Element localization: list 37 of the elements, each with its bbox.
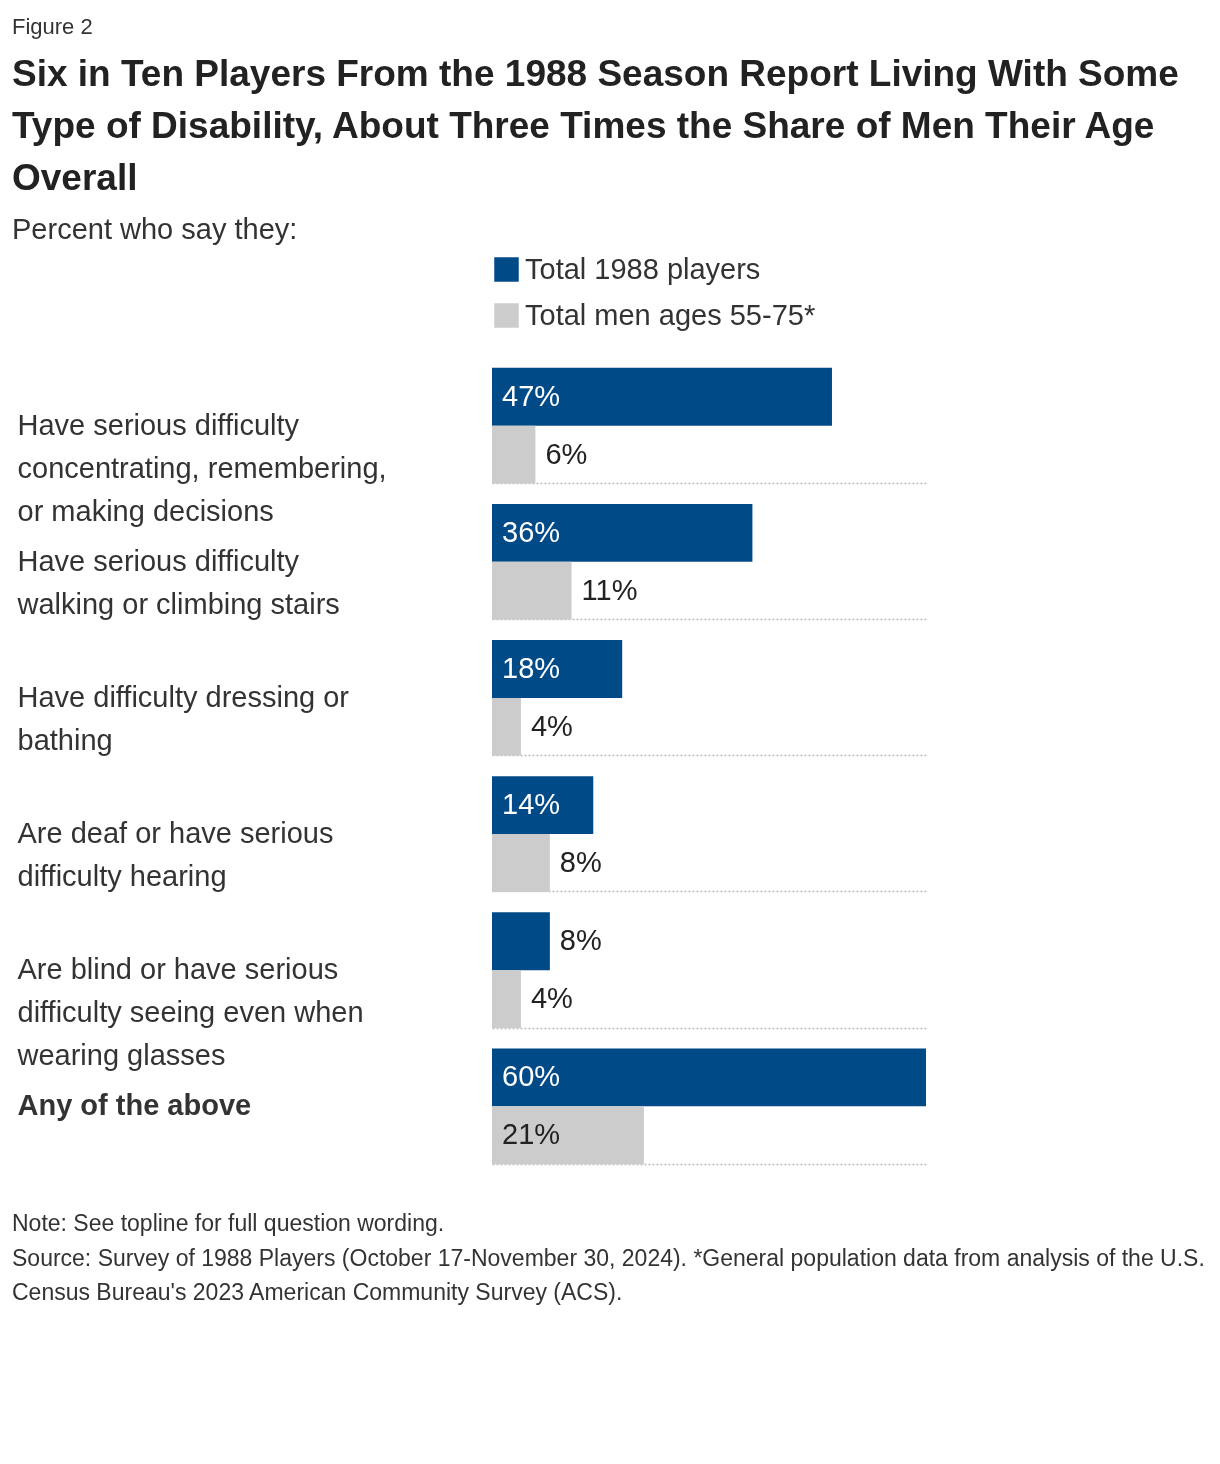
bar — [492, 1106, 644, 1165]
data-label: 4% — [530, 982, 573, 1015]
text: Percent who say they: — [12, 213, 299, 247]
data-label: 21% — [502, 1118, 561, 1151]
y-tick-label: Have serious difficulty concentrating, remembering, or making decisions — [17, 409, 387, 528]
legend-label: Total 1988 players — [525, 252, 761, 285]
data-label: 8% — [559, 846, 602, 879]
data-label: 4% — [530, 710, 573, 743]
caption: Figure 2 — [12, 14, 94, 40]
y-tick-label: Have difficulty dressing or bathing — [17, 681, 350, 757]
bar — [492, 562, 572, 621]
data-label: 14% — [502, 788, 561, 821]
bar — [492, 1048, 926, 1107]
y-tick-label: Any of the above — [17, 1089, 252, 1122]
bar — [492, 368, 832, 427]
bar — [492, 698, 521, 757]
text: Note: See topline for full question wording. — [12, 1209, 446, 1239]
data-label: 36% — [502, 516, 561, 549]
bar — [492, 912, 550, 971]
bar — [492, 834, 550, 893]
bar — [492, 640, 623, 699]
y-tick-label: Have serious difficulty walking or climbing stairs — [16, 545, 340, 621]
y-tick-label: Are blind or have serious difficulty seeing even when wearing glasses — [16, 953, 364, 1072]
data-label: 47% — [502, 380, 561, 413]
y-tick-label: Are deaf or have serious difficulty hearing — [17, 817, 334, 893]
bar — [492, 776, 594, 835]
source-note: Source: Survey of 1988 Players (October 17-November 30, 2024). *General population data from analysis of the U.S. Census Bureau's 2023 American Community Survey (ACS). — [12, 1243, 1206, 1308]
legend-label: Total men ages 55-75* — [525, 298, 816, 331]
chart-title: Six in Ten Players From the 1988 Season Report Living With Some Type of Disability, About Three Times the Share of Men Their Age Overall — [12, 52, 1180, 200]
data-label: 18% — [502, 652, 561, 685]
data-label: 8% — [559, 924, 602, 957]
bar — [492, 970, 521, 1029]
data-label: 6% — [545, 437, 588, 470]
bar — [492, 426, 536, 484]
bar — [492, 504, 753, 563]
data-label: 11% — [581, 574, 638, 607]
data-label: 60% — [502, 1060, 561, 1093]
